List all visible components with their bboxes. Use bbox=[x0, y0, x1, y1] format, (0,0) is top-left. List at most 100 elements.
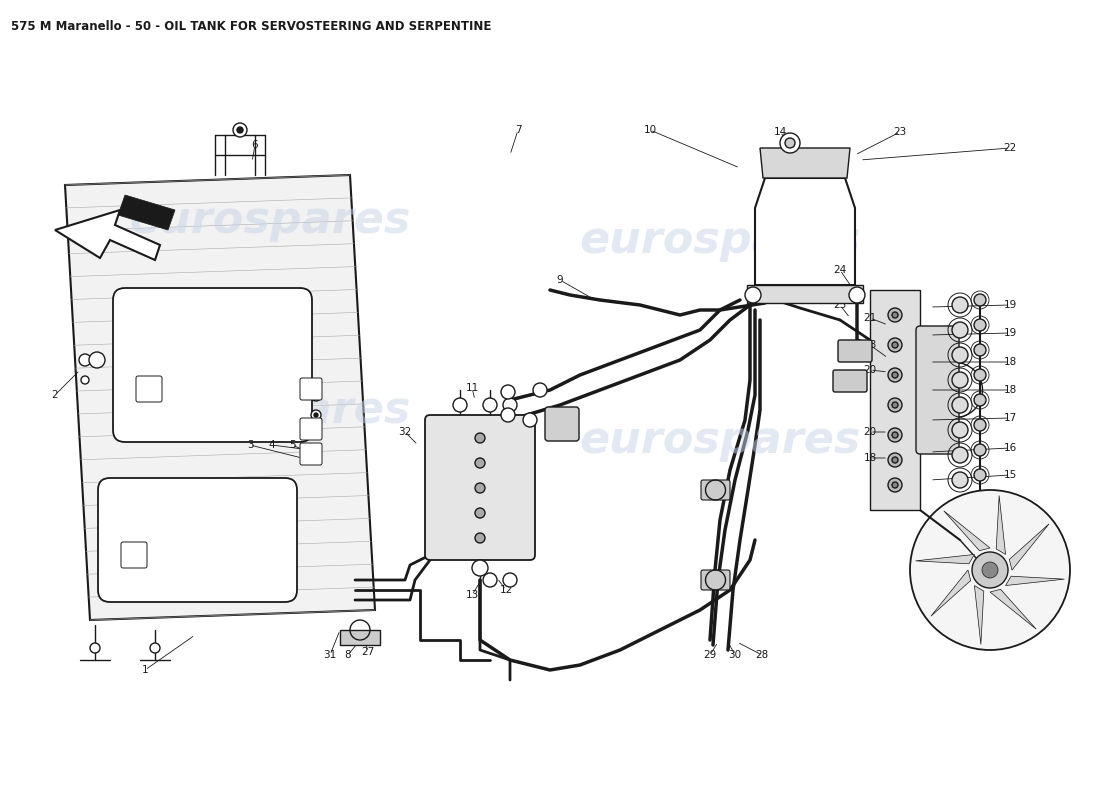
Text: 6: 6 bbox=[252, 140, 258, 150]
FancyBboxPatch shape bbox=[113, 288, 312, 442]
Bar bbox=[870, 290, 920, 510]
Text: 18: 18 bbox=[864, 340, 877, 350]
Text: 27: 27 bbox=[362, 647, 375, 657]
FancyBboxPatch shape bbox=[300, 378, 322, 400]
Circle shape bbox=[311, 410, 321, 420]
Circle shape bbox=[974, 344, 986, 356]
Circle shape bbox=[888, 368, 902, 382]
Text: 30: 30 bbox=[728, 650, 741, 660]
Text: 10: 10 bbox=[644, 125, 657, 135]
Circle shape bbox=[892, 457, 898, 463]
Circle shape bbox=[785, 138, 795, 148]
Circle shape bbox=[952, 472, 968, 488]
Polygon shape bbox=[1005, 576, 1065, 586]
Polygon shape bbox=[1010, 524, 1049, 570]
Text: 20: 20 bbox=[864, 427, 877, 437]
FancyBboxPatch shape bbox=[916, 326, 959, 454]
Circle shape bbox=[952, 297, 968, 313]
Circle shape bbox=[892, 372, 898, 378]
Text: eurospares: eurospares bbox=[130, 389, 410, 431]
FancyBboxPatch shape bbox=[136, 376, 162, 402]
Circle shape bbox=[972, 552, 1008, 588]
Circle shape bbox=[314, 394, 318, 398]
Text: 8: 8 bbox=[344, 650, 351, 660]
Polygon shape bbox=[755, 178, 855, 285]
Circle shape bbox=[483, 398, 497, 412]
Text: eurospares: eurospares bbox=[580, 218, 860, 262]
Circle shape bbox=[892, 432, 898, 438]
Circle shape bbox=[236, 127, 243, 133]
FancyBboxPatch shape bbox=[701, 570, 730, 590]
Text: 18: 18 bbox=[1003, 357, 1016, 367]
Circle shape bbox=[888, 478, 902, 492]
Text: 18: 18 bbox=[1003, 385, 1016, 395]
Text: 16: 16 bbox=[1003, 443, 1016, 453]
Text: 3: 3 bbox=[246, 440, 253, 450]
Circle shape bbox=[974, 369, 986, 381]
Text: 575 M Maranello - 50 - OIL TANK FOR SERVOSTEERING AND SERPENTINE: 575 M Maranello - 50 - OIL TANK FOR SERV… bbox=[11, 20, 492, 33]
Circle shape bbox=[952, 347, 968, 363]
Circle shape bbox=[888, 453, 902, 467]
Text: 5: 5 bbox=[288, 440, 295, 450]
Text: 19: 19 bbox=[1003, 300, 1016, 310]
FancyBboxPatch shape bbox=[300, 443, 322, 465]
Circle shape bbox=[475, 483, 485, 493]
Text: 17: 17 bbox=[1003, 413, 1016, 423]
Circle shape bbox=[453, 398, 468, 412]
Text: 28: 28 bbox=[756, 650, 769, 660]
Circle shape bbox=[475, 458, 485, 468]
Polygon shape bbox=[990, 590, 1036, 629]
Circle shape bbox=[952, 372, 968, 388]
Circle shape bbox=[500, 385, 515, 399]
Circle shape bbox=[89, 352, 104, 368]
Circle shape bbox=[500, 408, 515, 422]
Circle shape bbox=[311, 391, 321, 401]
Polygon shape bbox=[975, 586, 983, 645]
Text: B: B bbox=[131, 550, 136, 559]
Polygon shape bbox=[747, 285, 864, 303]
Circle shape bbox=[314, 413, 318, 417]
FancyBboxPatch shape bbox=[838, 340, 872, 362]
Circle shape bbox=[952, 322, 968, 338]
Text: 24: 24 bbox=[834, 265, 847, 275]
FancyBboxPatch shape bbox=[300, 418, 322, 440]
Text: 1: 1 bbox=[142, 665, 148, 675]
Text: 23: 23 bbox=[893, 127, 906, 137]
Circle shape bbox=[311, 425, 321, 435]
Polygon shape bbox=[915, 554, 975, 564]
Circle shape bbox=[475, 433, 485, 443]
Circle shape bbox=[892, 312, 898, 318]
Circle shape bbox=[314, 428, 318, 432]
Circle shape bbox=[892, 402, 898, 408]
Polygon shape bbox=[55, 210, 160, 260]
Text: 12: 12 bbox=[499, 585, 513, 595]
Circle shape bbox=[483, 573, 497, 587]
Text: 22: 22 bbox=[1003, 143, 1016, 153]
FancyBboxPatch shape bbox=[833, 370, 867, 392]
Circle shape bbox=[522, 413, 537, 427]
Polygon shape bbox=[340, 630, 379, 645]
Circle shape bbox=[534, 383, 547, 397]
Text: 13: 13 bbox=[465, 590, 478, 600]
Circle shape bbox=[503, 398, 517, 412]
Polygon shape bbox=[997, 495, 1005, 554]
Text: 26: 26 bbox=[553, 407, 566, 417]
Circle shape bbox=[472, 560, 488, 576]
Polygon shape bbox=[944, 511, 990, 550]
Circle shape bbox=[974, 419, 986, 431]
Circle shape bbox=[475, 508, 485, 518]
Circle shape bbox=[888, 308, 902, 322]
Circle shape bbox=[910, 490, 1070, 650]
FancyBboxPatch shape bbox=[121, 542, 147, 568]
Text: 20: 20 bbox=[864, 365, 877, 375]
Circle shape bbox=[888, 338, 902, 352]
Text: 19: 19 bbox=[1003, 328, 1016, 338]
Text: 25: 25 bbox=[834, 300, 847, 310]
FancyBboxPatch shape bbox=[425, 415, 535, 560]
Polygon shape bbox=[931, 570, 970, 616]
Circle shape bbox=[745, 287, 761, 303]
Text: 21: 21 bbox=[864, 313, 877, 323]
Text: 31: 31 bbox=[323, 650, 337, 660]
Text: 11: 11 bbox=[465, 383, 478, 393]
Text: eurospares: eurospares bbox=[130, 198, 410, 242]
